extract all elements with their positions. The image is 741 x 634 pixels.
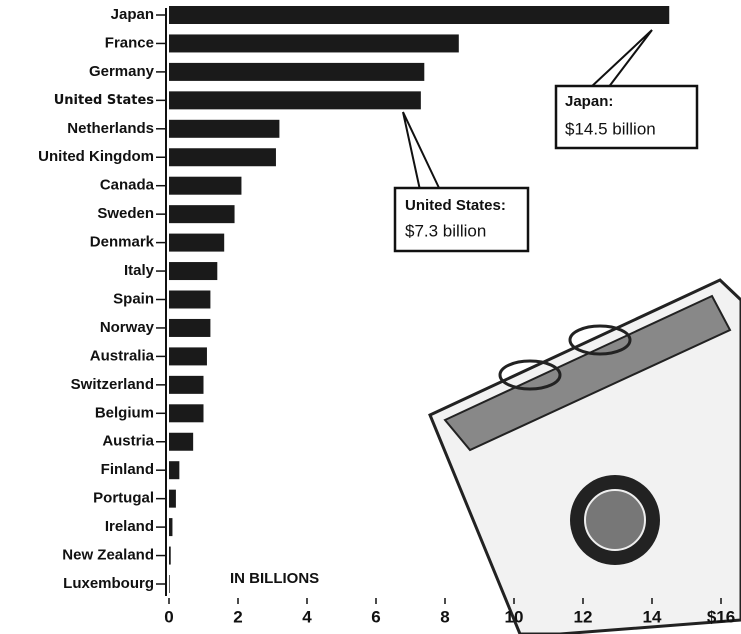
annotation: United States: $7.3 billion	[395, 112, 528, 251]
bar	[169, 404, 204, 422]
y-tick-label: Ireland	[105, 518, 154, 535]
y-tick-label: Spain	[113, 290, 154, 307]
annotation-text: $7.3 billion	[405, 221, 486, 240]
annotation-title: Japan:	[565, 93, 613, 110]
y-tick-label: United Kingdom	[38, 148, 154, 165]
bar	[169, 148, 276, 166]
bar	[169, 234, 224, 252]
y-tick-label: Netherlands	[67, 120, 154, 137]
y-tick-label: Denmark	[90, 234, 155, 251]
x-tick-label: 6	[371, 607, 380, 626]
x-tick-label: 4	[302, 607, 312, 626]
y-tick-label: Germany	[89, 63, 155, 80]
annotation-title: United States:	[405, 197, 506, 214]
bar	[169, 490, 176, 508]
x-tick-label: 14	[643, 607, 662, 626]
y-tick-label: Sweden	[97, 205, 154, 222]
y-tick-label: United States	[54, 93, 155, 108]
y-tick-label: Switzerland	[71, 376, 154, 393]
bar	[169, 262, 217, 280]
bar	[169, 518, 172, 536]
bar	[169, 120, 279, 138]
axis-label: IN BILLIONS	[230, 570, 319, 587]
y-tick-label: Australia	[90, 347, 155, 364]
annotation-text: $14.5 billion	[565, 119, 656, 138]
y-tick-label: Japan	[111, 6, 154, 23]
y-tick-label: Belgium	[95, 404, 154, 421]
bar	[169, 291, 210, 309]
y-tick-label: New Zealand	[62, 547, 154, 564]
x-tick-label: 0	[164, 607, 173, 626]
bar	[169, 433, 193, 451]
x-tick-label: 10	[505, 607, 524, 626]
y-tick-label: Italy	[124, 262, 155, 279]
bar	[169, 319, 210, 337]
bar	[169, 376, 204, 394]
bar	[169, 547, 171, 565]
y-tick-label: Canada	[100, 177, 155, 194]
bill-illustration	[430, 280, 741, 634]
bar	[169, 205, 235, 223]
bar	[169, 461, 179, 479]
annotation: Japan: $14.5 billion	[556, 30, 697, 148]
y-tick-label: Portugal	[93, 490, 154, 507]
x-tick-label: $16	[707, 607, 735, 626]
bar	[169, 177, 241, 195]
bar	[169, 63, 424, 81]
x-tick-label: 12	[574, 607, 593, 626]
bar	[169, 6, 669, 24]
bar	[169, 34, 459, 52]
y-tick-label: France	[105, 34, 154, 51]
x-tick-label: 8	[440, 607, 449, 626]
y-tick-label: Austria	[102, 433, 154, 450]
bar	[169, 347, 207, 365]
y-tick-label: Luxembourg	[63, 575, 154, 592]
y-tick-label: Finland	[101, 461, 154, 478]
y-tick-label: Norway	[100, 319, 155, 336]
bar	[169, 575, 170, 593]
bar	[169, 91, 421, 109]
chart: IN BILLIONS Japan: $14.5 billion United …	[0, 0, 741, 634]
x-tick-label: 2	[233, 607, 242, 626]
